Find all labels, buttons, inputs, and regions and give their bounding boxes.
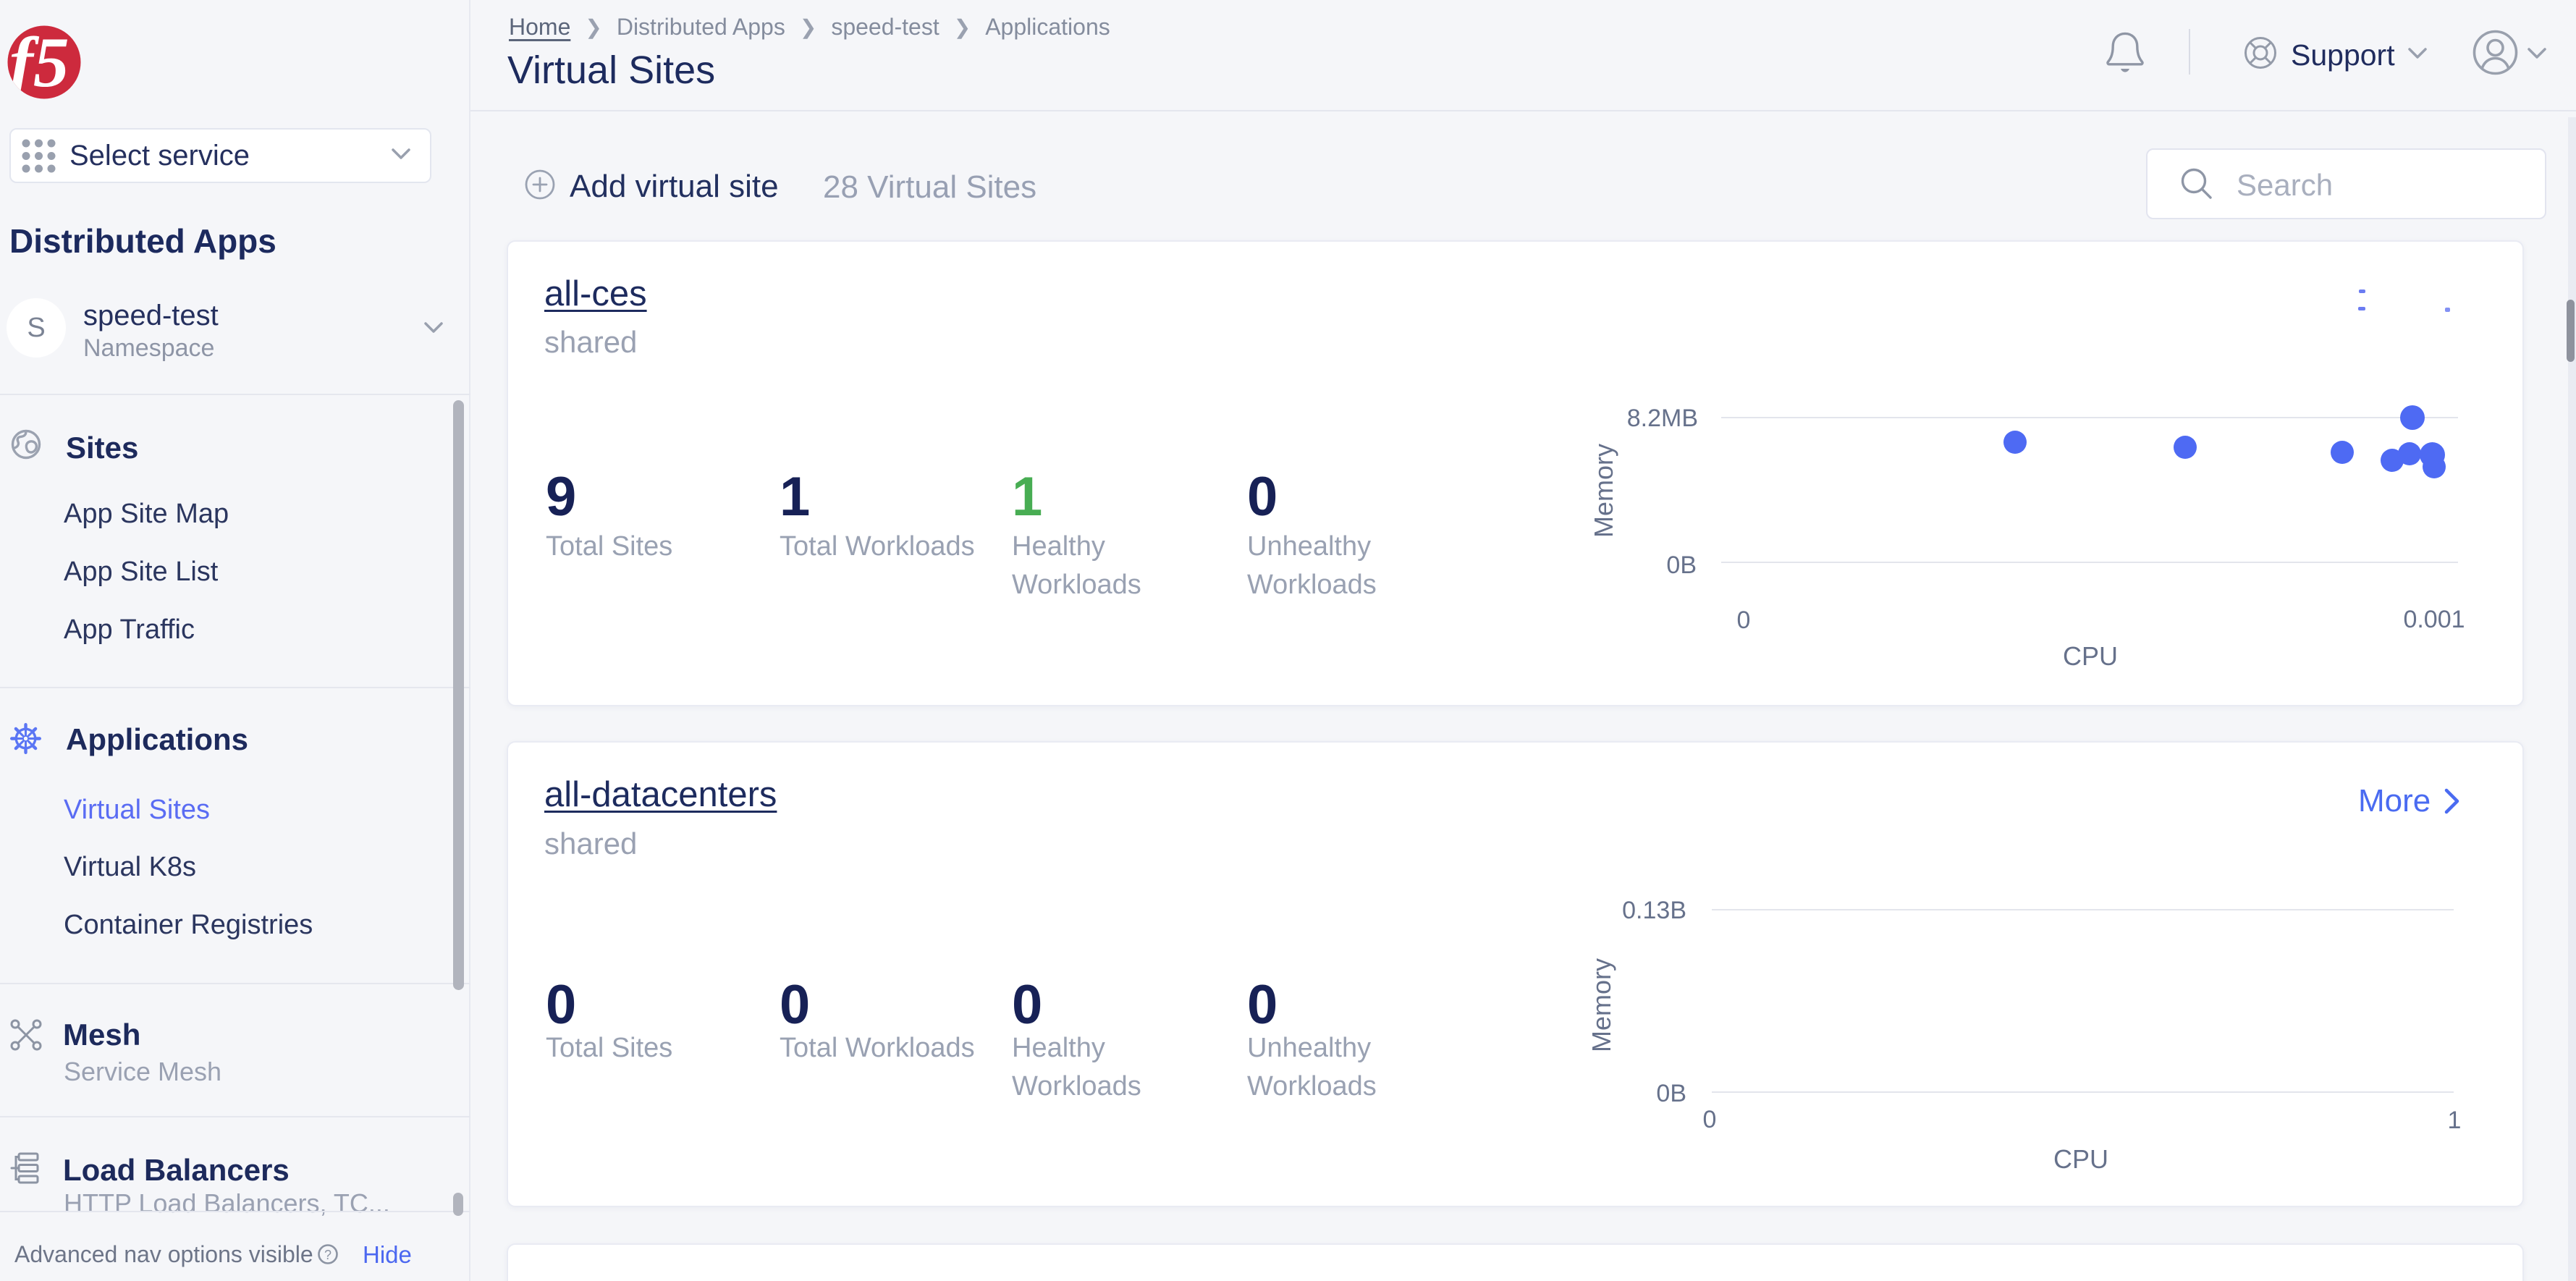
svg-text:f5: f5: [9, 25, 69, 99]
svg-text:?: ?: [324, 1248, 331, 1262]
